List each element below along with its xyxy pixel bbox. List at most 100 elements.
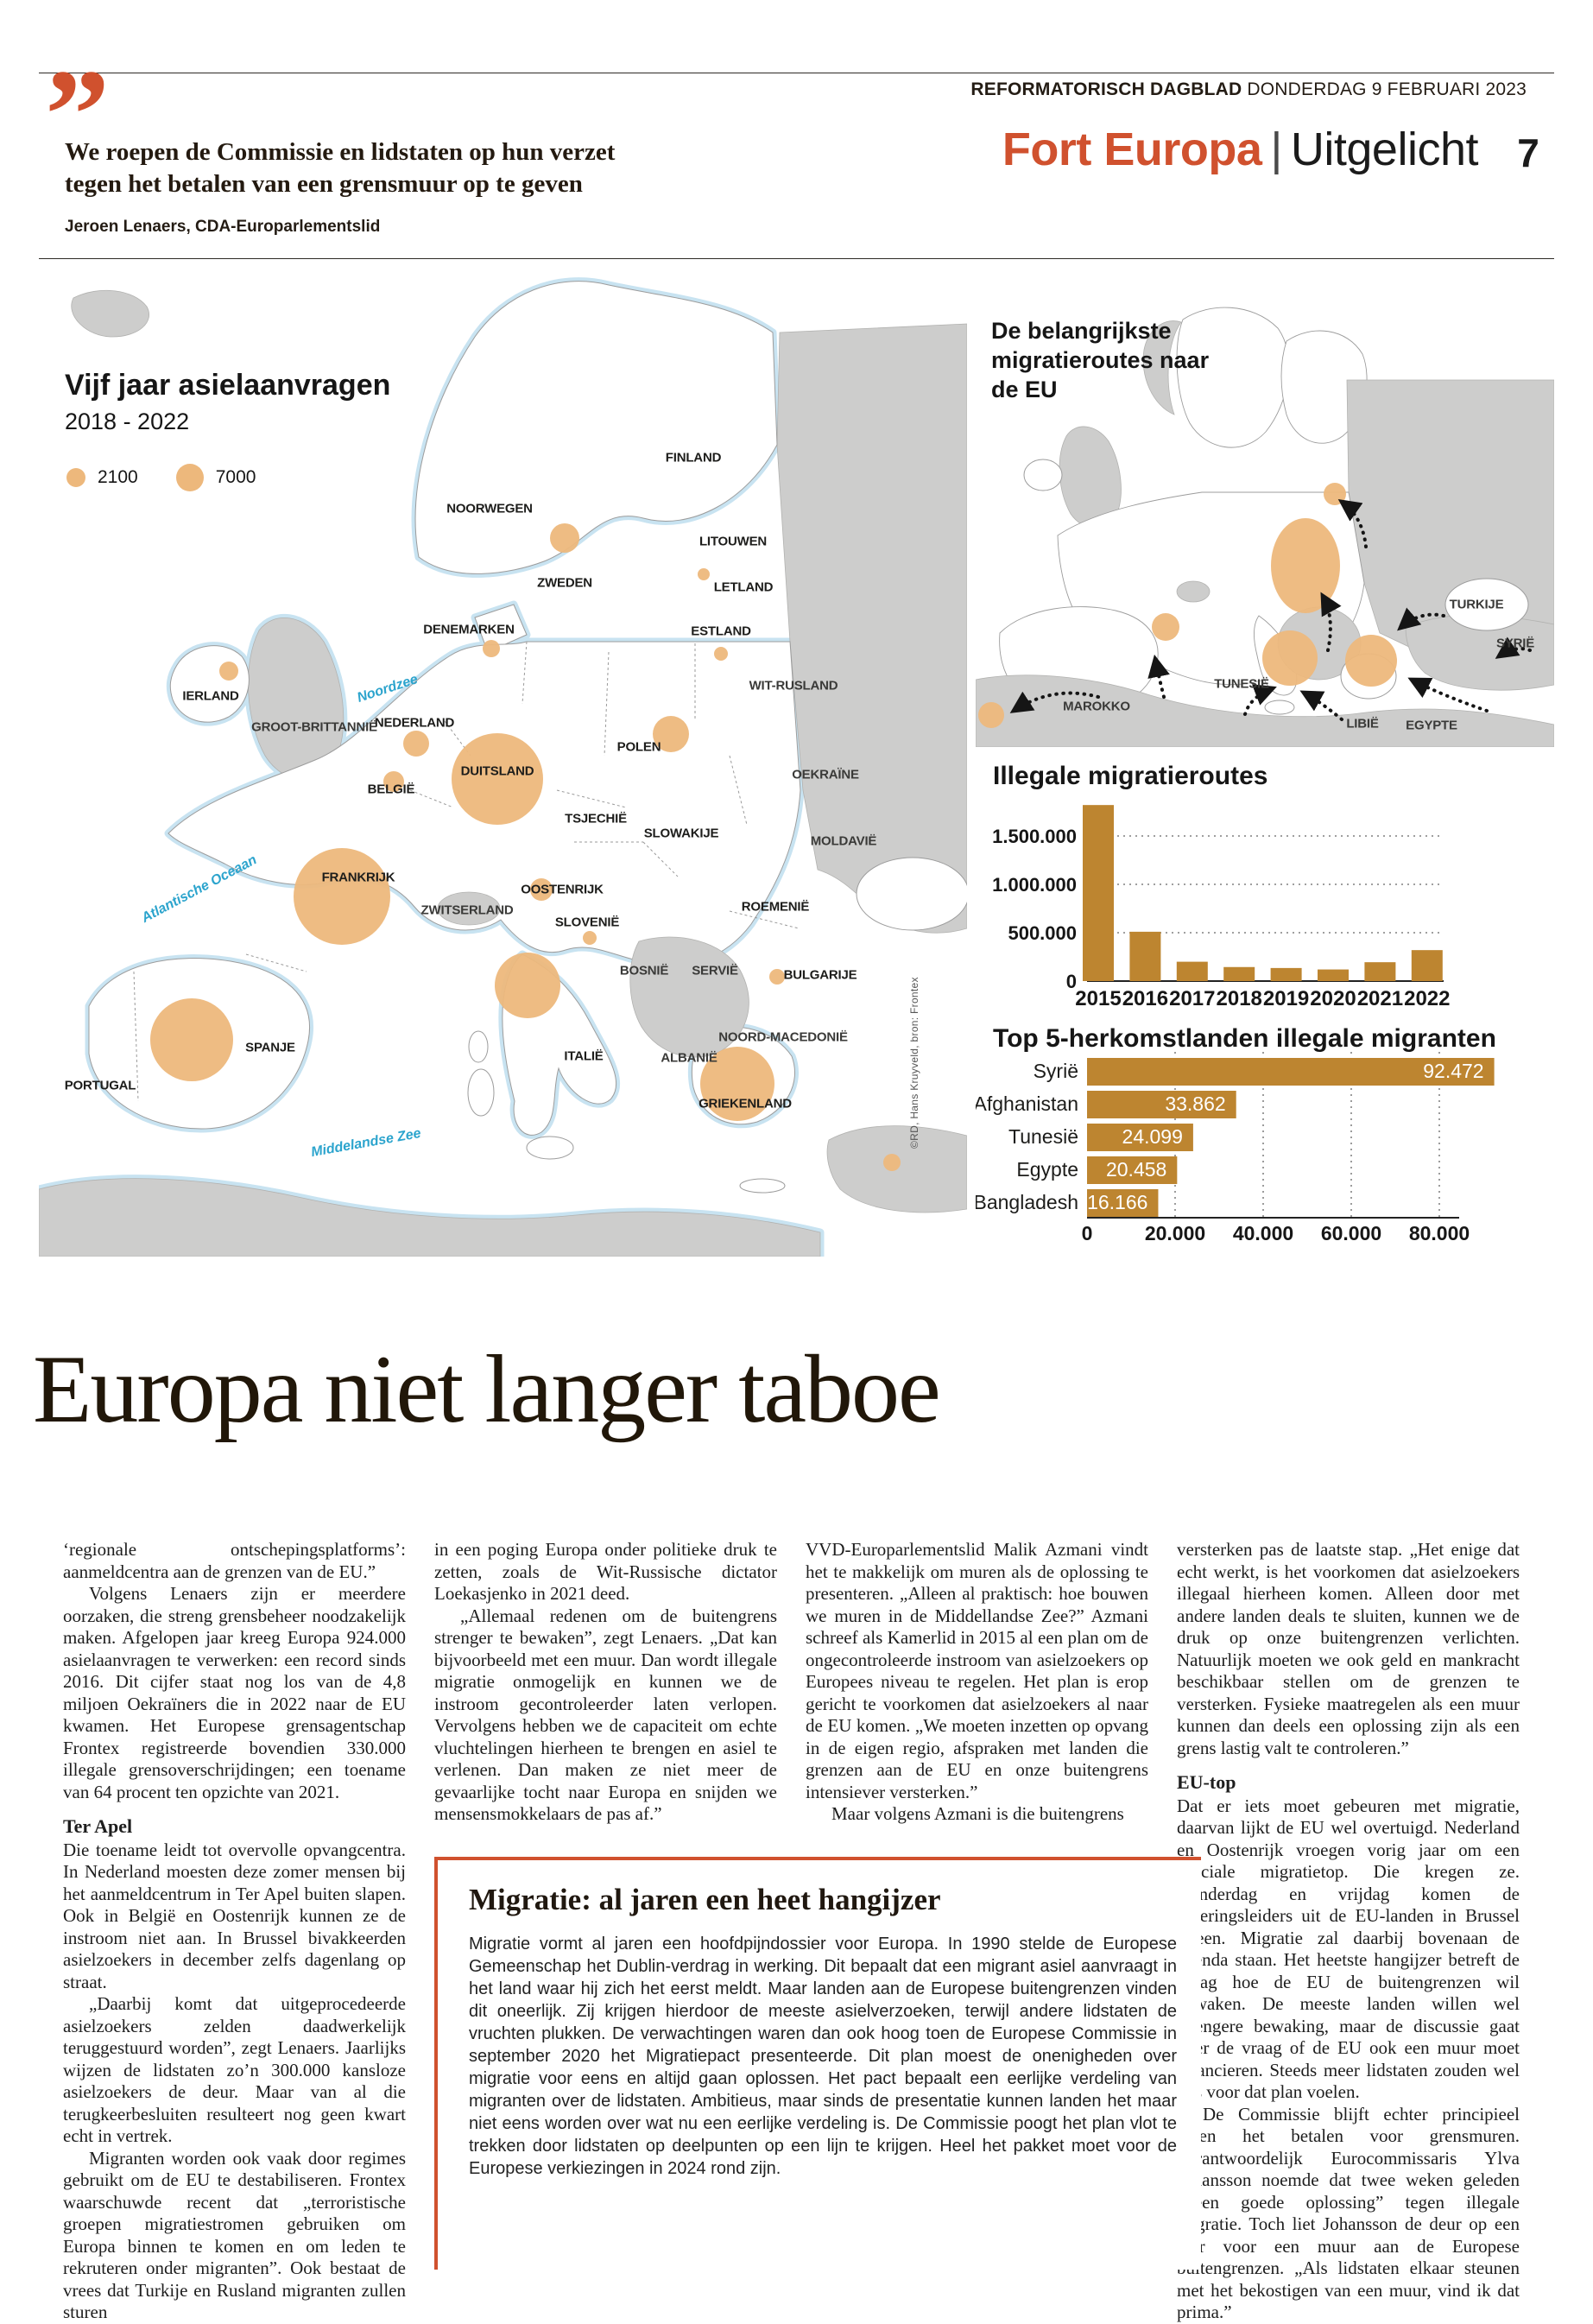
asylum-circle — [700, 1047, 774, 1121]
asylum-circle — [452, 733, 543, 825]
route-arrow — [1009, 691, 1100, 713]
bar — [1364, 962, 1396, 981]
bar — [1270, 967, 1302, 981]
route-hotspot-circles — [978, 483, 1397, 728]
route-hotspot — [1271, 518, 1340, 613]
country-label: LITOUWEN — [699, 534, 768, 549]
bar — [1087, 1058, 1495, 1086]
asylum-circle — [294, 848, 390, 945]
route-arrow — [1397, 607, 1445, 631]
route-country-label: SYRIË — [1495, 636, 1535, 651]
chart-gridlines — [1087, 1052, 1459, 1219]
section-title: Fort Europa | Uitgelicht — [777, 123, 1479, 176]
legend-label: 7000 — [215, 467, 256, 487]
route-country-label: TURKIJE — [1449, 597, 1504, 612]
bar — [1318, 969, 1349, 981]
route-hotspot — [1152, 613, 1179, 641]
sea-label: Noordzee — [355, 672, 420, 706]
bar — [1083, 805, 1114, 981]
svg-text:2015: 2015 — [1075, 987, 1121, 1010]
asylum-circle — [483, 640, 500, 657]
article-column: ‘regionale ontschepingsplatforms’: aanme… — [63, 1539, 406, 2324]
article-paragraph: versterken pas de laatste stap. „Het eni… — [1177, 1539, 1520, 1758]
svg-text:2021: 2021 — [1357, 987, 1403, 1010]
route-arrow — [1495, 636, 1532, 659]
header-bottom-rule — [39, 258, 1554, 259]
origin-chart-title: Top 5-herkomstlanden illegale migranten — [993, 1024, 1496, 1053]
asylum-circle — [698, 568, 710, 580]
country-label: ROEMENIË — [741, 899, 810, 915]
chart-bars — [1083, 805, 1443, 981]
routes-chart-title: Illegale migratieroutes — [993, 762, 1268, 790]
article-subhead: Ter Apel — [63, 1815, 133, 1837]
bar — [1087, 1156, 1178, 1184]
svg-text:2022: 2022 — [1404, 987, 1450, 1010]
article-paragraph: „Daarbij komt dat uitgeprocedeerde asiel… — [63, 1993, 406, 2146]
country-label: MOLDAVIË — [810, 833, 877, 849]
country-label: POLEN — [616, 739, 661, 755]
country-label: OEKRAÏNE — [792, 767, 859, 782]
asylum-circle — [769, 969, 785, 985]
country-label: TSJECHIË — [565, 811, 627, 826]
bar-value-label: 33.862 — [1165, 1092, 1225, 1115]
country-label: FINLAND — [665, 450, 722, 465]
svg-text:500.000: 500.000 — [1008, 922, 1077, 944]
quote-mark-icon: ” — [45, 43, 110, 187]
article-paragraph: ‘regionale ontschepingsplatforms’: aanme… — [63, 1539, 406, 1582]
article-paragraph: Dat er iets moet gebeuren met migratie, … — [1177, 1795, 1520, 2103]
country-label: WIT-RUSLAND — [749, 678, 838, 693]
country-label: SLOVENIË — [554, 915, 620, 930]
country-label: BULGARIJE — [783, 967, 857, 983]
asylum-circle — [653, 716, 689, 752]
svg-text:2020: 2020 — [1310, 987, 1356, 1010]
sea-label: Atlantische Oceaan — [139, 852, 260, 926]
route-arrow — [1407, 677, 1489, 712]
svg-text:2018: 2018 — [1217, 987, 1262, 1010]
origin-bar-chart: 0 20.000 40.000 60.000 80.000 Syrië 92.472 Afgh… — [976, 1052, 1495, 1244]
country-label: GRIEKENLAND — [699, 1096, 792, 1111]
article-paragraph: Maar volgens Azmani is die buitengrens — [831, 1803, 1124, 1824]
route-country-label: LIBIË — [1346, 716, 1379, 731]
inset-title: Migratie: al jaren een heet hangijzer — [469, 1883, 941, 1916]
legend-label: 2100 — [98, 467, 138, 487]
country-label: GROOT-BRITTANNIË — [251, 719, 377, 735]
svg-text:Tunesië: Tunesië — [1008, 1125, 1078, 1148]
legend-circle-icon — [175, 464, 204, 491]
country-label: SPANJE — [245, 1040, 295, 1055]
article-paragraph: De Commissie blijft echter principieel t… — [1177, 2103, 1520, 2323]
svg-text:1.000.000: 1.000.000 — [992, 874, 1077, 896]
route-arrow — [1337, 498, 1368, 548]
svg-text:2019: 2019 — [1263, 987, 1309, 1010]
route-country-label: TUNESIË — [1214, 676, 1269, 692]
bar-value-label: 20.458 — [1106, 1158, 1166, 1181]
bar — [1411, 950, 1443, 981]
article-headline: Europa niet langer taboe — [33, 1336, 941, 1443]
svg-text:80.000: 80.000 — [1409, 1222, 1470, 1244]
route-country-label: MAROKKO — [1063, 699, 1130, 714]
svg-text:2017: 2017 — [1169, 987, 1215, 1010]
country-label: ZWEDEN — [537, 575, 592, 591]
bar-value-label: 92.472 — [1423, 1060, 1483, 1082]
country-label: ITALIË — [564, 1048, 604, 1064]
asylum-circle — [219, 662, 238, 681]
svg-text:40.000: 40.000 — [1233, 1222, 1293, 1244]
map-credit: ©RD, Hans Kruyveld, bron: Frontex — [908, 977, 920, 1149]
chart-axis-labels: 0 20.000 40.000 60.000 80.000 Syrië 92.472 Afgh… — [976, 1060, 1484, 1244]
route-arrow — [1299, 690, 1343, 721]
bar — [1176, 961, 1208, 981]
quote-attribution: Jeroen Lenaers, CDA-Europarlementslid — [65, 218, 381, 236]
country-label: ZWITSERLAND — [420, 902, 514, 918]
country-label: BELGIË — [367, 782, 415, 797]
country-label: SLOWAKIJE — [643, 826, 719, 841]
country-label: DUITSLAND — [460, 763, 534, 779]
route-country-label: EGYPTE — [1406, 718, 1457, 733]
country-label: NOORD-MACEDONIË — [718, 1029, 848, 1045]
inset-body: Migratie vormt al jaren een hoofdpijndos… — [469, 1935, 1177, 2178]
country-label: NOORWEGEN — [446, 501, 533, 516]
map-title: Vijf jaar asielaanvragen — [65, 369, 391, 402]
country-label: OOSTENRIJK — [521, 882, 604, 897]
route-map-title: De belangrijkste migratieroutes naar de … — [991, 318, 1210, 402]
country-label: ALBANIË — [661, 1050, 717, 1066]
asylum-circle — [883, 1154, 901, 1171]
